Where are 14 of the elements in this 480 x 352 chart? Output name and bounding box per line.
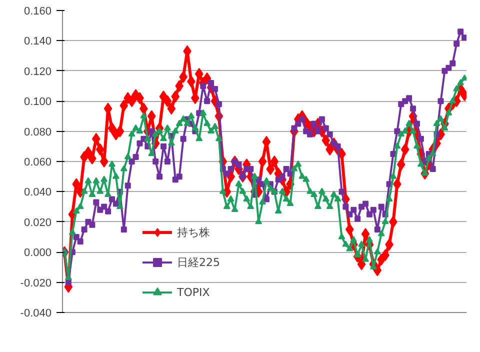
y-tick-label: 0.100 bbox=[24, 96, 52, 108]
legend-label: 日経225 bbox=[177, 254, 220, 270]
y-tick-label: 0.060 bbox=[24, 156, 52, 168]
y-tick-label: 0.000 bbox=[24, 247, 52, 260]
y-tick-label: 0.120 bbox=[24, 66, 52, 78]
y-tick-label: 0.040 bbox=[24, 186, 52, 199]
y-tick-label: 0.080 bbox=[24, 126, 52, 138]
y-tick-label: -0.020 bbox=[20, 277, 52, 290]
y-tick-label: -0.040 bbox=[20, 308, 52, 320]
legend-label: TOPIX bbox=[177, 286, 210, 298]
legend-label: 持ち株 bbox=[177, 224, 210, 240]
y-tick-label: 0.160 bbox=[24, 6, 52, 18]
y-tick-label: 0.140 bbox=[24, 36, 52, 48]
y-tick-label: 0.020 bbox=[24, 216, 52, 229]
